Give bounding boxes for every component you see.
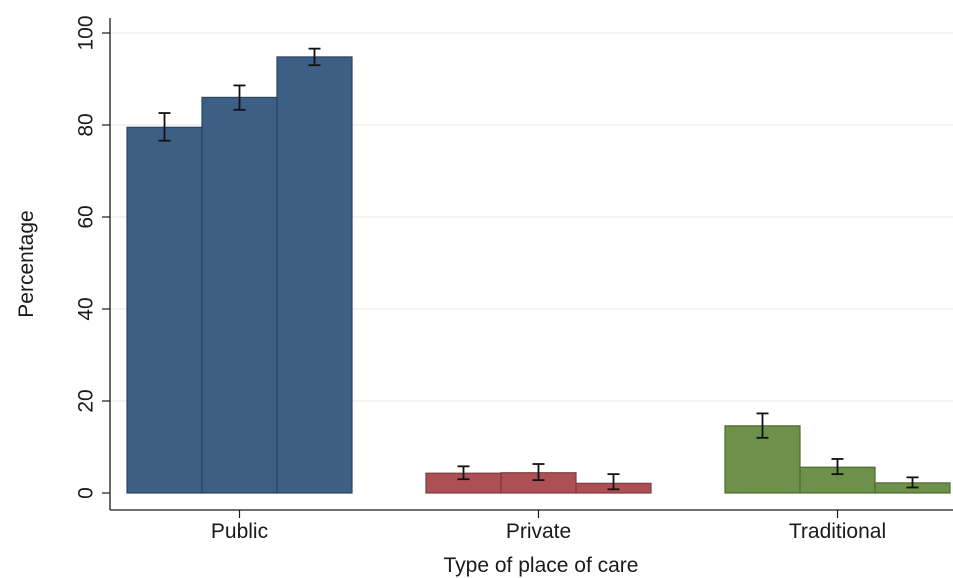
error-bars — [158, 47, 919, 491]
bar-public-3 — [276, 56, 353, 494]
x-tick-label-public: Public — [211, 520, 268, 543]
error-bar-private-3 — [607, 473, 620, 491]
y-axis-title: Percentage — [15, 210, 38, 317]
x-tick-label-traditional: Traditional — [789, 520, 886, 543]
axes — [109, 18, 953, 511]
y-tick-label-60: 60 — [75, 205, 98, 228]
error-bar-traditional-3 — [906, 476, 919, 489]
error-bar-traditional-1 — [756, 412, 769, 439]
x-axis-title: Type of place of care — [444, 554, 639, 577]
x-axis-categories: Public Private Traditional — [211, 510, 886, 543]
bar-public-1 — [126, 126, 203, 494]
error-bar-public-1 — [158, 112, 171, 142]
y-tick-label-20: 20 — [75, 389, 98, 412]
error-bar-private-1 — [457, 465, 470, 481]
y-tick-label-80: 80 — [75, 113, 98, 136]
bar-public-2 — [201, 96, 278, 494]
y-axis-ticks: 0 20 40 60 80 100 — [75, 15, 110, 499]
y-tick-label-100: 100 — [75, 15, 98, 50]
y-tick-label-0: 0 — [75, 487, 98, 499]
error-bar-traditional-2 — [831, 458, 844, 476]
error-bar-private-2 — [532, 463, 545, 482]
error-bar-public-2 — [233, 84, 246, 111]
error-bar-public-3 — [308, 47, 321, 67]
y-tick-label-40: 40 — [75, 297, 98, 320]
x-tick-label-private: Private — [506, 520, 571, 543]
bars — [126, 56, 951, 494]
